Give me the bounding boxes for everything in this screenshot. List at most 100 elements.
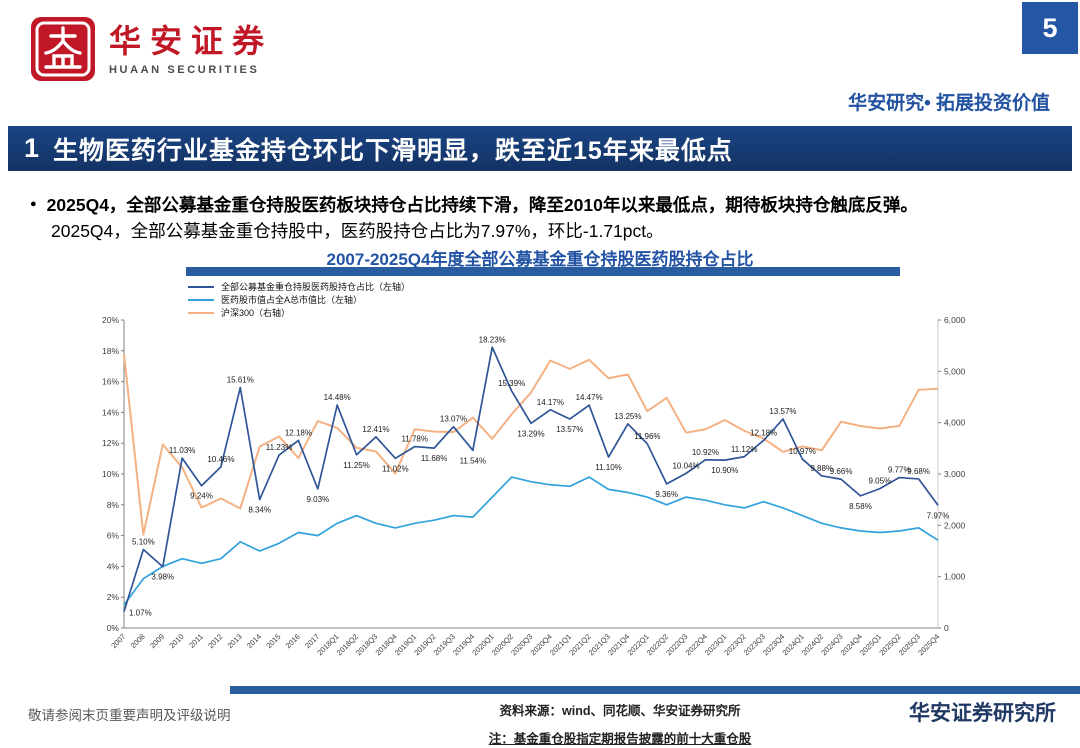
page-number-badge: 5: [1022, 2, 1078, 54]
svg-text:20%: 20%: [102, 315, 119, 325]
svg-text:11.03%: 11.03%: [169, 446, 196, 455]
svg-text:18.23%: 18.23%: [479, 335, 506, 344]
footer-accent-bar: [230, 686, 1080, 694]
svg-text:2,000: 2,000: [944, 520, 966, 530]
holdings-line-chart: 0% 2% 4% 6% 8% 10% 12% 14% 16% 18% 20% 0 1,000 2,000 3…: [102, 315, 966, 657]
legend-line-swatch: [188, 285, 214, 288]
svg-text:11.23%: 11.23%: [266, 443, 293, 452]
svg-text:1,000: 1,000: [944, 572, 966, 582]
svg-text:2025Q4: 2025Q4: [916, 632, 941, 657]
svg-text:2014: 2014: [245, 632, 263, 650]
svg-text:11.78%: 11.78%: [401, 435, 428, 444]
chart-title: 2007-2025Q4年度全部公募基金重仓持股医药股持仓占比: [326, 250, 754, 269]
bullet-text-plain: 2025Q4，全部公募基金重仓持股中，医药股持仓占比为7.97%，环比-1.71…: [51, 221, 664, 242]
svg-text:15.39%: 15.39%: [498, 379, 525, 388]
section-title-bar: 1 生物医药行业基金持仓环比下滑明显，跌至近15年来最低点: [8, 126, 1072, 171]
svg-text:8.58%: 8.58%: [849, 502, 872, 511]
legend-label: 沪深300（右轴）: [221, 308, 291, 318]
svg-text:13.25%: 13.25%: [614, 412, 641, 421]
legend-item-0: 全部公募基金重仓持股医药股持仓占比（左轴）: [188, 281, 410, 292]
legend-label: 医药股市值占全A总市值比（左轴）: [221, 295, 363, 305]
svg-text:9.68%: 9.68%: [907, 467, 930, 476]
svg-text:16%: 16%: [102, 377, 119, 387]
svg-text:2010: 2010: [167, 632, 185, 650]
research-slogan: 华安研究• 拓展投资价值: [848, 93, 1050, 114]
svg-text:9.88%: 9.88%: [810, 464, 833, 473]
section-title: 生物医药行业基金持仓环比下滑明显，跌至近15年来最低点: [53, 136, 733, 165]
svg-text:10.46%: 10.46%: [207, 455, 234, 464]
brand-name-cn: 华安证券: [109, 22, 274, 60]
svg-text:0: 0: [944, 623, 949, 633]
svg-text:2%: 2%: [107, 592, 120, 602]
svg-text:15.61%: 15.61%: [227, 376, 254, 385]
svg-text:3,000: 3,000: [944, 469, 966, 479]
svg-text:12.18%: 12.18%: [750, 428, 777, 437]
svg-text:12.41%: 12.41%: [362, 425, 389, 434]
svg-text:2007: 2007: [109, 632, 127, 650]
institute-name: 华安证券研究所: [909, 702, 1056, 725]
brand-text: 华安证券 HUAAN SECURITIES: [109, 16, 273, 76]
svg-text:8.34%: 8.34%: [248, 506, 271, 515]
svg-text:2008: 2008: [129, 632, 147, 650]
svg-text:2012: 2012: [206, 632, 224, 650]
brand-block: 华安证券 HUAAN SECURITIES: [30, 16, 273, 82]
data-source: 资料来源：wind、同花顺、华安证券研究所: [499, 704, 741, 718]
svg-text:10.04%: 10.04%: [672, 461, 699, 470]
legend-item-2: 沪深300（右轴）: [188, 307, 410, 318]
svg-text:5.10%: 5.10%: [132, 537, 155, 546]
brand-name-en: HUAAN SECURITIES: [109, 64, 260, 77]
svg-text:18%: 18%: [102, 346, 119, 356]
svg-text:4,000: 4,000: [944, 418, 966, 428]
svg-text:6%: 6%: [107, 531, 120, 541]
svg-text:2015: 2015: [264, 632, 282, 650]
chart-footnote: 注：基金重仓股指定期报告披露的前十大重仓股: [488, 732, 752, 746]
svg-text:12.18%: 12.18%: [285, 428, 312, 437]
legend-line-swatch: [188, 311, 214, 314]
footer-source-block: 资料来源：wind、同花顺、华安证券研究所 注：基金重仓股指定期报告披露的前十大…: [420, 700, 820, 747]
chart-legend: 全部公募基金重仓持股医药股持仓占比（左轴） 医药股市值占全A总市值比（左轴） 沪深3…: [188, 281, 410, 320]
svg-text:9.77%: 9.77%: [888, 466, 911, 475]
bullet-line-1: ● 2025Q4，全部公募基金重仓持股医药板块持仓占比持续下滑，降至2010年以…: [30, 192, 1050, 218]
svg-text:13.57%: 13.57%: [769, 407, 796, 416]
svg-text:8%: 8%: [107, 500, 120, 510]
svg-text:11.10%: 11.10%: [595, 463, 622, 472]
bullet-text-strong: 2025Q4，全部公募基金重仓持股医药板块持仓占比持续下滑，降至2010年以来最…: [46, 195, 918, 215]
svg-text:2013: 2013: [226, 632, 244, 650]
svg-text:2011: 2011: [187, 632, 205, 650]
svg-text:0%: 0%: [107, 623, 120, 633]
svg-text:11.96%: 11.96%: [634, 432, 661, 441]
chart-title-underline-bar: [186, 267, 900, 276]
svg-text:11.54%: 11.54%: [460, 456, 487, 465]
svg-text:14%: 14%: [102, 407, 119, 417]
svg-text:9.36%: 9.36%: [655, 490, 678, 499]
svg-text:9.03%: 9.03%: [306, 495, 329, 504]
huaan-logo-icon: [31, 17, 95, 81]
svg-text:13.57%: 13.57%: [556, 425, 583, 434]
svg-text:7.97%: 7.97%: [927, 511, 950, 520]
bullet-dot-icon: ●: [30, 198, 37, 210]
svg-text:10.90%: 10.90%: [711, 466, 738, 475]
svg-text:11.12%: 11.12%: [731, 445, 758, 454]
svg-text:14.47%: 14.47%: [576, 393, 603, 402]
svg-text:12%: 12%: [102, 438, 119, 448]
svg-text:11.02%: 11.02%: [382, 464, 409, 473]
svg-text:14.48%: 14.48%: [324, 393, 351, 402]
svg-text:4%: 4%: [107, 561, 120, 571]
legend-item-1: 医药股市值占全A总市值比（左轴）: [188, 294, 410, 305]
footer-disclaimer: 敬请参阅末页重要声明及评级说明: [28, 708, 231, 723]
section-index: 1: [24, 133, 40, 163]
svg-text:5,000: 5,000: [944, 366, 966, 376]
svg-text:2009: 2009: [148, 632, 166, 650]
svg-text:2016: 2016: [284, 632, 302, 650]
svg-text:1.07%: 1.07%: [129, 609, 152, 618]
svg-text:9.66%: 9.66%: [830, 467, 853, 476]
svg-text:11.25%: 11.25%: [343, 461, 370, 470]
svg-text:13.29%: 13.29%: [517, 429, 544, 438]
legend-line-swatch: [188, 298, 214, 301]
svg-text:13.07%: 13.07%: [440, 415, 467, 424]
svg-text:10.92%: 10.92%: [692, 448, 719, 457]
summary-bullets: ● 2025Q4，全部公募基金重仓持股医药板块持仓占比持续下滑，降至2010年以…: [30, 192, 1050, 245]
svg-text:9.05%: 9.05%: [869, 477, 892, 486]
svg-text:3.98%: 3.98%: [151, 573, 174, 582]
